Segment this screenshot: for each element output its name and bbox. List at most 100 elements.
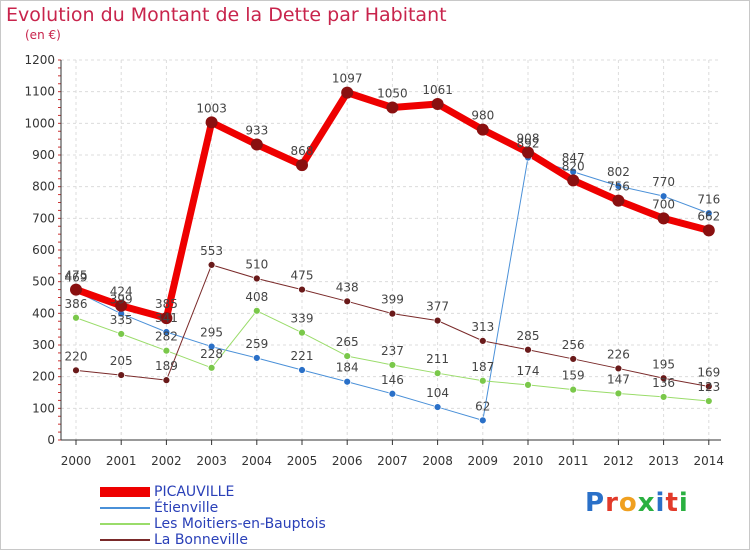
data-label: 892 (517, 137, 540, 151)
data-point (614, 389, 623, 398)
data-label: 1061 (422, 83, 453, 97)
y-tick-label: 1200 (24, 53, 55, 67)
data-point (117, 371, 126, 379)
data-point (298, 328, 306, 337)
data-label: 700 (652, 197, 675, 211)
data-label: 510 (245, 258, 268, 272)
x-tick-label: 2013 (648, 454, 679, 468)
y-tick-label: 500 (32, 275, 55, 289)
legend-swatch (100, 487, 150, 497)
legend-item: PICAUVILLE (100, 484, 234, 500)
data-label: 211 (426, 352, 449, 366)
y-tick-label: 0 (47, 433, 55, 447)
data-point (162, 328, 171, 336)
logo-letter: x (637, 488, 656, 518)
y-tick-label: 300 (32, 338, 55, 352)
data-label: 136 (652, 376, 675, 390)
data-point (388, 361, 397, 369)
data-label: 159 (562, 369, 585, 383)
data-label: 341 (155, 311, 178, 325)
data-point (72, 366, 80, 375)
data-point (522, 146, 534, 159)
legend-swatch (100, 507, 150, 509)
chart-title: Evolution du Montant de la Dette par Hab… (6, 4, 447, 26)
data-label: 399 (381, 293, 404, 307)
data-point (614, 182, 623, 190)
unit-label: (en €) (25, 28, 61, 42)
data-point (296, 159, 308, 172)
data-point (252, 354, 261, 362)
data-point (388, 389, 397, 398)
y-tick-label: 700 (32, 211, 55, 225)
data-label: 1097 (332, 72, 363, 86)
data-label: 259 (245, 337, 268, 351)
data-label: 756 (607, 180, 630, 194)
data-label: 770 (652, 175, 675, 189)
data-point (162, 346, 171, 355)
x-tick-label: 2003 (196, 454, 227, 468)
data-point (431, 98, 444, 111)
data-point (343, 377, 352, 386)
data-point (433, 403, 442, 411)
data-label: 187 (471, 360, 494, 374)
x-tick-label: 2012 (603, 454, 634, 468)
data-label: 285 (517, 329, 540, 343)
data-point (252, 274, 261, 283)
data-label: 184 (336, 361, 359, 375)
legend-swatch (100, 523, 150, 525)
data-point (205, 116, 218, 129)
data-label: 475 (65, 269, 88, 283)
data-label: 189 (155, 359, 178, 373)
legend-item: La Bonneville (100, 532, 248, 548)
data-label: 169 (697, 365, 720, 379)
data-label: 313 (471, 320, 494, 334)
data-label: 265 (336, 335, 359, 349)
data-label: 908 (517, 131, 540, 145)
data-label: 220 (65, 349, 88, 363)
data-point (386, 101, 399, 114)
x-tick-label: 2004 (242, 454, 273, 468)
x-tick-label: 2011 (558, 454, 589, 468)
data-label: 221 (291, 349, 314, 363)
data-label: 820 (562, 159, 585, 173)
x-tick-label: 2000 (61, 454, 92, 468)
data-point (659, 393, 668, 401)
data-label: 62 (475, 399, 490, 413)
data-label: 847 (562, 151, 585, 165)
data-point (704, 209, 713, 218)
data-label: 438 (336, 280, 359, 294)
data-label: 339 (291, 312, 314, 326)
data-point (612, 194, 625, 207)
logo-letter: i (678, 488, 689, 518)
data-point (72, 313, 80, 322)
y-tick-label: 400 (32, 306, 55, 320)
data-point (115, 299, 128, 312)
logo-letter: i (655, 488, 666, 518)
logo-letter: o (618, 488, 638, 518)
data-point (704, 397, 713, 405)
data-point (659, 374, 668, 383)
data-label: 377 (426, 300, 449, 314)
legend-label: Les Moitiers-en-Bauptois (154, 516, 326, 532)
data-label: 123 (697, 380, 720, 394)
data-label: 146 (381, 373, 404, 387)
data-point (207, 260, 216, 269)
y-tick-label: 1100 (24, 85, 55, 99)
data-label: 205 (110, 354, 133, 368)
data-point (298, 285, 306, 294)
x-tick-label: 2002 (151, 454, 182, 468)
data-label: 553 (200, 244, 223, 258)
data-label: 147 (607, 372, 630, 386)
data-point (341, 86, 354, 99)
x-tick-label: 2010 (513, 454, 544, 468)
data-label: 716 (697, 192, 720, 206)
data-point (478, 416, 487, 425)
data-label: 386 (65, 297, 88, 311)
x-tick-label: 2006 (332, 454, 363, 468)
data-point (250, 138, 263, 151)
data-point (433, 369, 442, 378)
data-label: 195 (652, 357, 675, 371)
x-tick-label: 2009 (468, 454, 499, 468)
x-tick-label: 2014 (694, 454, 725, 468)
